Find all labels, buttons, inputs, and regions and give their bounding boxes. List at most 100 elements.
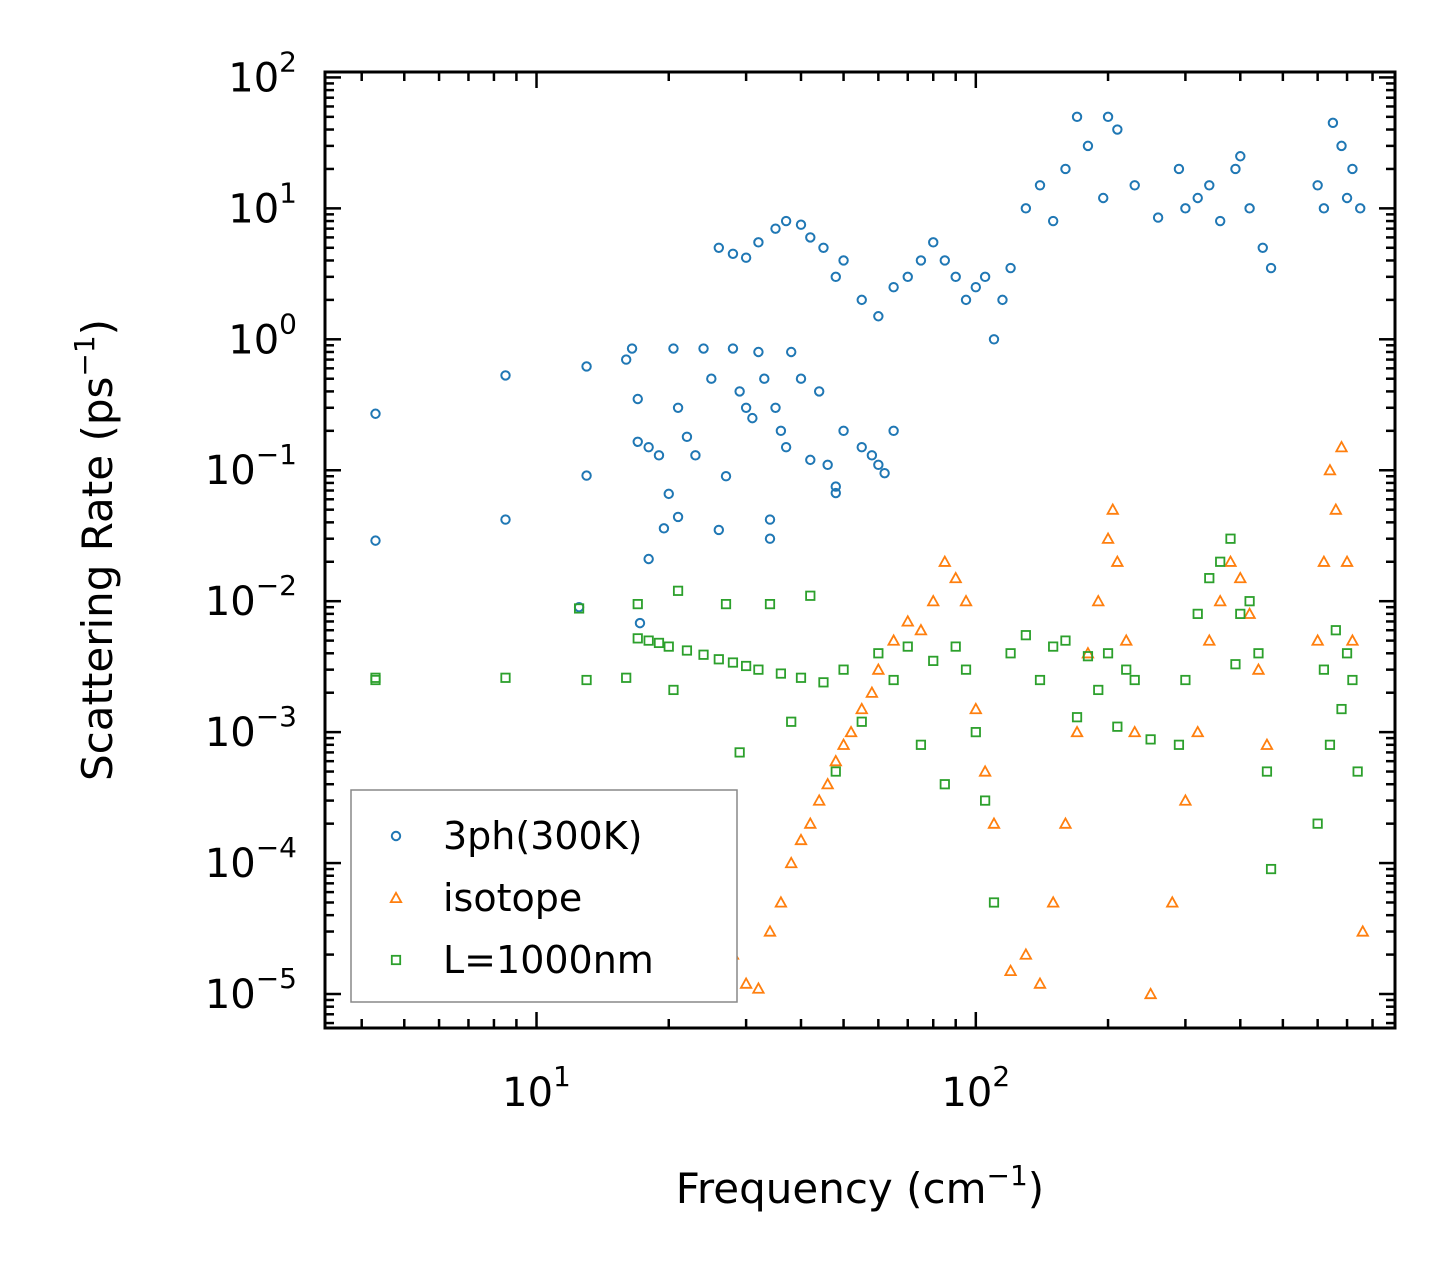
y-tick-label: 102 — [228, 45, 297, 101]
data-point — [681, 645, 693, 656]
data-point — [1082, 651, 1094, 662]
data-point — [1225, 533, 1236, 544]
data-point — [500, 672, 511, 683]
data-point — [632, 598, 643, 610]
data-point — [1318, 664, 1329, 675]
data-point — [1223, 554, 1238, 567]
data-point — [1192, 192, 1203, 204]
data-point — [698, 649, 709, 660]
data-point — [795, 373, 807, 384]
data-point — [805, 590, 816, 601]
data-point — [988, 334, 1000, 345]
data-point — [1003, 963, 1018, 977]
data-point — [1215, 556, 1226, 567]
data-point — [805, 454, 816, 466]
data-point — [879, 467, 890, 479]
data-point — [681, 431, 693, 443]
data-point — [1180, 674, 1191, 686]
data-point — [663, 641, 674, 652]
data-point — [928, 655, 939, 666]
data-point — [759, 373, 770, 384]
data-point — [370, 408, 381, 419]
data-point — [1251, 662, 1266, 675]
data-point — [1101, 531, 1115, 544]
data-point — [786, 716, 797, 727]
data-point — [1202, 633, 1217, 646]
data-point — [818, 677, 829, 688]
y-tick-label: 10−3 — [205, 700, 297, 756]
data-point — [939, 255, 951, 266]
data-point — [1312, 180, 1323, 191]
data-point — [1173, 163, 1185, 175]
data-point — [938, 554, 952, 567]
data-point — [1005, 648, 1016, 659]
data-point — [1356, 924, 1370, 937]
data-point — [1323, 463, 1337, 476]
legend: 3ph(300K) isotope L=1000nm — [350, 789, 738, 1003]
data-point — [740, 402, 752, 413]
data-point — [795, 672, 807, 683]
data-point — [795, 219, 807, 230]
data-point — [1336, 140, 1347, 152]
data-point — [763, 924, 777, 937]
data-point — [1060, 163, 1071, 175]
data-point — [1341, 648, 1353, 659]
data-point — [1091, 594, 1105, 607]
data-point — [1127, 725, 1142, 738]
data-point — [960, 294, 972, 306]
data-point — [1145, 734, 1156, 745]
data-point — [1330, 625, 1341, 636]
legend-box — [350, 789, 738, 1003]
data-point — [866, 450, 878, 461]
data-point — [856, 441, 867, 453]
data-point — [764, 514, 776, 525]
data-point — [1317, 554, 1331, 567]
data-point — [1355, 203, 1366, 214]
data-point — [988, 897, 1000, 908]
data-point — [573, 603, 585, 614]
data-point — [786, 346, 797, 358]
data-point — [1244, 596, 1255, 607]
data-point — [888, 425, 899, 437]
data-point — [1082, 140, 1094, 152]
data-point — [634, 617, 646, 629]
data-point — [1034, 180, 1046, 191]
data-point — [886, 633, 901, 646]
legend-marker — [390, 954, 402, 966]
data-point — [672, 585, 684, 596]
plot-frame — [323, 70, 1397, 1030]
data-point — [1020, 630, 1031, 641]
data-point — [939, 779, 950, 790]
x-tick-label: 102 — [941, 1060, 1010, 1116]
data-point — [950, 271, 961, 283]
data-point — [822, 459, 833, 471]
data-point — [500, 370, 511, 381]
legend-item: L=1000nm — [390, 938, 654, 982]
data-point — [926, 594, 940, 607]
data-point — [1347, 163, 1358, 175]
data-point — [1143, 986, 1158, 1000]
data-point — [1261, 766, 1273, 777]
legend-item: isotope — [389, 876, 582, 920]
data-point — [663, 488, 674, 500]
legend-label: L=1000nm — [443, 938, 654, 982]
data-point — [915, 739, 927, 750]
data-point — [1033, 976, 1047, 989]
data-point — [643, 441, 654, 453]
data-point — [1020, 203, 1032, 214]
data-point — [1173, 739, 1185, 750]
x-tick-label: 101 — [502, 1060, 571, 1116]
data-point — [653, 450, 665, 461]
data-point — [820, 777, 835, 790]
data-point — [1260, 737, 1274, 750]
data-point — [830, 481, 841, 492]
data-point — [803, 816, 818, 829]
data-point — [856, 716, 867, 727]
data-point — [838, 425, 849, 437]
y-tick-label: 10−5 — [205, 962, 297, 1018]
data-point — [780, 441, 792, 453]
data-point — [1352, 766, 1363, 777]
y-axis-title: Scattering Rate (ps−1) — [68, 319, 122, 781]
